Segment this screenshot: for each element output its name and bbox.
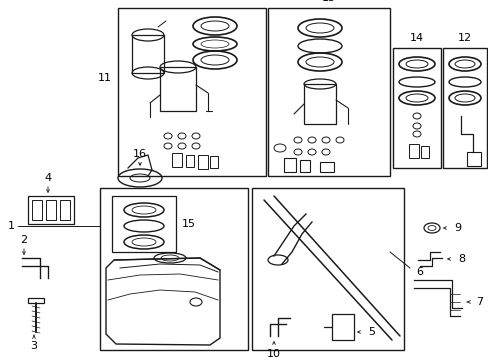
Bar (198, 155, 207, 169)
Bar (132, 35, 163, 73)
Text: 4: 4 (44, 173, 51, 183)
Bar (172, 153, 182, 167)
Bar (319, 162, 333, 172)
Text: 1: 1 (8, 221, 15, 231)
Bar (442, 48, 486, 168)
Text: 7: 7 (475, 297, 482, 307)
Bar (112, 196, 176, 252)
Bar (408, 144, 418, 158)
Bar (28, 196, 74, 224)
Text: 13: 13 (321, 0, 335, 3)
Bar (46, 200, 56, 220)
Bar (420, 146, 428, 158)
Bar (304, 84, 335, 124)
Text: 3: 3 (30, 341, 38, 351)
Text: 6: 6 (415, 267, 422, 277)
Bar (466, 152, 480, 166)
Text: 10: 10 (266, 349, 281, 359)
Bar (251, 188, 403, 350)
Text: 2: 2 (20, 235, 27, 245)
Bar (118, 8, 265, 176)
Text: 8: 8 (457, 254, 464, 264)
Bar (185, 155, 194, 167)
Bar (392, 48, 440, 168)
Bar (60, 200, 70, 220)
Bar (32, 200, 42, 220)
Bar (100, 188, 247, 350)
Text: 12: 12 (457, 33, 471, 43)
Text: 14: 14 (409, 33, 423, 43)
Bar (299, 160, 309, 172)
Bar (160, 67, 196, 111)
Text: 16: 16 (133, 149, 147, 159)
Text: 5: 5 (367, 327, 374, 337)
Bar (331, 314, 353, 340)
Bar (267, 8, 389, 176)
Text: 11: 11 (98, 73, 112, 83)
Text: 9: 9 (453, 223, 460, 233)
Bar (284, 158, 295, 172)
Bar (209, 156, 218, 168)
Bar (28, 298, 44, 303)
Text: 15: 15 (182, 219, 196, 229)
